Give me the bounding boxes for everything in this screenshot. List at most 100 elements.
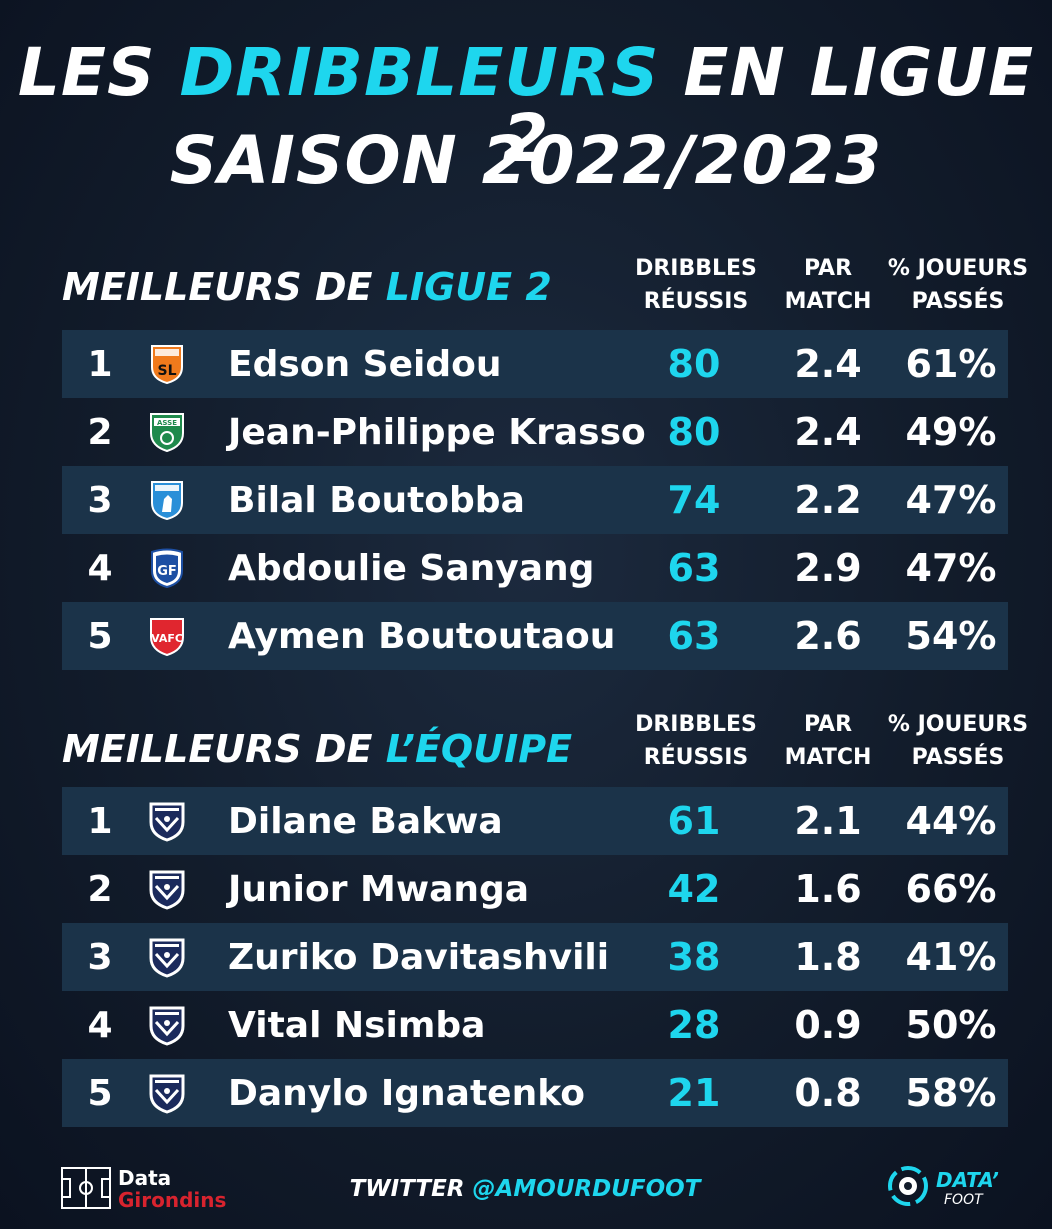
dribbles-value: 80 — [667, 342, 721, 386]
ball-target-icon — [888, 1166, 928, 1206]
col-head-dribbles-line2: RÉUSSIS — [643, 289, 749, 314]
col-head-pct: % JOUEURS PASSÉS — [880, 252, 1036, 318]
laval-crest-icon: SL — [151, 345, 183, 385]
table-row: 1 Dilane Bakwa 61 2.1 44% — [62, 787, 1008, 855]
rank: 3 — [87, 936, 113, 978]
rank: 4 — [87, 547, 113, 589]
per-match-value: 2.4 — [794, 342, 862, 386]
col-head-per-match: PAR MATCH — [776, 252, 880, 318]
player-name: Aymen Boutoutaou — [228, 615, 616, 657]
col-head-per-match-line2: MATCH — [784, 289, 872, 314]
per-match-value: 0.9 — [794, 1003, 862, 1047]
main-title-line-1: LES DRIBBLEURS EN LIGUE 2 — [0, 40, 1052, 172]
per-match-value: 2.6 — [794, 614, 862, 658]
pct-value: 47% — [905, 478, 997, 522]
player-name: Edson Seidou — [228, 343, 502, 385]
per-match-value: 2.1 — [794, 799, 862, 843]
rank: 5 — [87, 1072, 113, 1114]
bordeaux-crest-icon — [149, 802, 185, 842]
pct-value: 61% — [905, 342, 997, 386]
section-title-text: MEILLEURS DE — [62, 727, 386, 771]
pct-value: 50% — [905, 1003, 997, 1047]
dribbles-value: 63 — [667, 546, 721, 590]
player-name: Zuriko Davitashvili — [228, 936, 610, 978]
per-match-value: 1.8 — [794, 935, 862, 979]
col-head-per-match-line1: PAR — [803, 256, 853, 281]
col-head-pct-line1: % JOUEURS — [887, 256, 1029, 281]
main-title-line-2: SAISON 2022/2023 — [169, 122, 883, 199]
title-accent: DRIBBLEURS — [179, 34, 660, 111]
rank: 4 — [87, 1004, 113, 1046]
col-head-per-match: PAR MATCH — [776, 708, 880, 774]
brand-left-line2: Girondins — [118, 1188, 227, 1212]
bordeaux-crest-icon — [149, 1006, 185, 1046]
pct-value: 41% — [905, 935, 997, 979]
table-row: 5 Danylo Ignatenko 21 0.8 58% — [62, 1059, 1008, 1127]
svg-text:ASSE: ASSE — [157, 419, 177, 427]
table-row: 2 ASSE Jean-Philippe Krasso 80 2.4 49% — [62, 398, 1008, 466]
bordeaux-crest-icon — [149, 1074, 185, 1114]
pct-value: 44% — [905, 799, 997, 843]
col-head-dribbles: DRIBBLES RÉUSSIS — [632, 252, 760, 318]
title-text-end: EN LIGUE 2 — [502, 34, 1035, 177]
per-match-value: 1.6 — [794, 867, 862, 911]
table-row: 2 Junior Mwanga 42 1.6 66% — [62, 855, 1008, 923]
twitter-handle-text: @AMOURDUFOOT — [472, 1176, 701, 1202]
per-match-value: 2.4 — [794, 410, 862, 454]
dribbles-value: 28 — [667, 1003, 721, 1047]
col-head-pct-line2: PASSÉS — [911, 289, 1005, 314]
valenciennes-crest-icon: VAFC — [150, 618, 184, 657]
niort-crest-icon — [151, 481, 183, 521]
table-row: 4 GF Abdoulie Sanyang 63 2.9 47% — [62, 534, 1008, 602]
twitter-label: TWITTER — [349, 1176, 473, 1202]
dribbles-value: 42 — [667, 867, 721, 911]
brand-right-line2: FOOT — [944, 1192, 983, 1208]
table-row: 1 SL Edson Seidou 80 2.4 61% — [62, 330, 1008, 398]
pct-value: 66% — [905, 867, 997, 911]
col-head-pct-line2: PASSÉS — [911, 745, 1005, 770]
dribbles-value: 74 — [667, 478, 721, 522]
col-head-dribbles-line1: DRIBBLES — [635, 256, 757, 281]
section-title-text: MEILLEURS DE — [62, 265, 386, 309]
col-head-dribbles-line2: RÉUSSIS — [643, 745, 749, 770]
col-head-per-match-line2: MATCH — [784, 745, 872, 770]
dribbles-value: 63 — [667, 614, 721, 658]
bordeaux-crest-icon — [149, 938, 185, 978]
pct-value: 54% — [905, 614, 997, 658]
dribbles-value: 21 — [667, 1071, 721, 1115]
rank: 1 — [87, 343, 113, 385]
section-title-accent: LIGUE 2 — [385, 265, 552, 309]
player-name: Bilal Boutobba — [228, 479, 525, 521]
svg-text:SL: SL — [157, 363, 176, 379]
pitch-icon — [61, 1167, 111, 1209]
pct-value: 49% — [905, 410, 997, 454]
player-name: Junior Mwanga — [228, 868, 530, 910]
col-head-per-match-line1: PAR — [803, 712, 853, 737]
col-head-dribbles-line1: DRIBBLES — [635, 712, 757, 737]
rank: 2 — [87, 868, 113, 910]
player-name: Danylo Ignatenko — [228, 1072, 585, 1114]
player-name: Dilane Bakwa — [228, 800, 503, 842]
asse-crest-icon: ASSE — [150, 413, 184, 453]
per-match-value: 2.9 — [794, 546, 862, 590]
title-text: LES — [17, 34, 180, 111]
rank: 3 — [87, 479, 113, 521]
table-row: 3 Zuriko Davitashvili 38 1.8 41% — [62, 923, 1008, 991]
svg-text:VAFC: VAFC — [151, 632, 183, 645]
league-table: 1 SL Edson Seidou 80 2.4 61% 2 ASSE Jean… — [62, 330, 1008, 670]
dribbles-value: 80 — [667, 410, 721, 454]
brand-left-line1: Data — [118, 1166, 172, 1190]
team-section-title: MEILLEURS DE L’ÉQUIPE — [62, 730, 572, 768]
pct-value: 47% — [905, 546, 997, 590]
table-row: 3 Bilal Boutobba 74 2.2 47% — [62, 466, 1008, 534]
player-name: Abdoulie Sanyang — [228, 547, 595, 589]
team-table: 1 Dilane Bakwa 61 2.1 44% 2 Junior Mwang… — [62, 787, 1008, 1127]
svg-text:GF: GF — [157, 564, 177, 579]
player-name: Jean-Philippe Krasso — [228, 411, 646, 453]
pct-value: 58% — [905, 1071, 997, 1115]
per-match-value: 2.2 — [794, 478, 862, 522]
col-head-pct-line1: % JOUEURS — [887, 712, 1029, 737]
data-girondins-logo: Data Girondins — [60, 1164, 250, 1214]
twitter-handle[interactable]: TWITTER @AMOURDUFOOT — [300, 1176, 750, 1202]
dribbles-value: 61 — [667, 799, 721, 843]
